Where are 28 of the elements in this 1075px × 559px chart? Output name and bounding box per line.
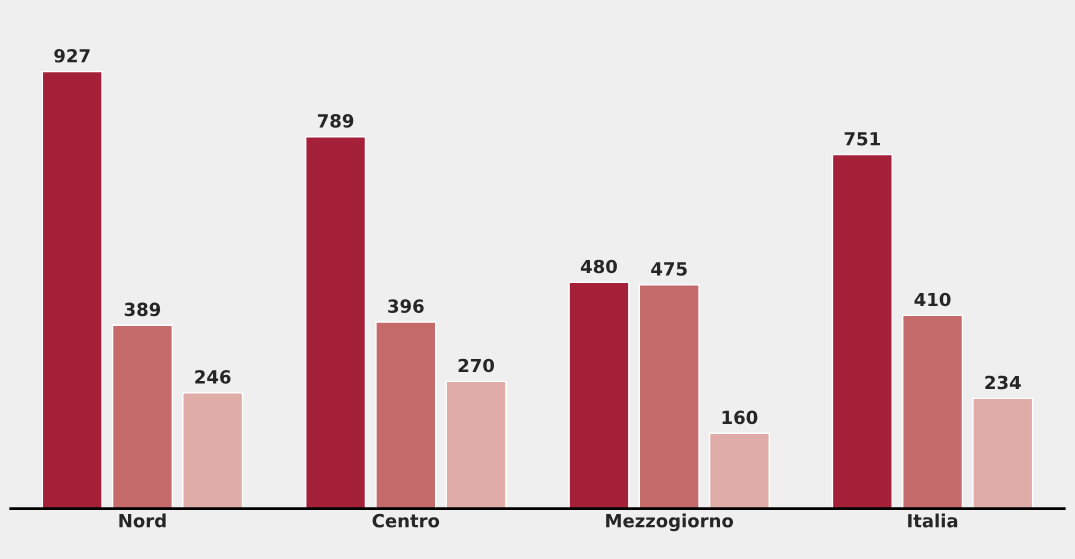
data-label: 396 bbox=[388, 299, 424, 313]
bar bbox=[445, 380, 507, 509]
data-label: 160 bbox=[722, 410, 758, 425]
data-label: 246 bbox=[195, 370, 231, 384]
data-label: 234 bbox=[985, 375, 1021, 390]
bar bbox=[972, 397, 1034, 509]
data-label: 389 bbox=[124, 302, 161, 317]
data-label: 410 bbox=[914, 292, 951, 307]
bar bbox=[41, 70, 103, 509]
data-label: 789 bbox=[317, 114, 354, 128]
bar bbox=[708, 432, 770, 509]
bar bbox=[111, 324, 173, 509]
data-label: 927 bbox=[54, 48, 90, 63]
bar bbox=[182, 392, 244, 509]
bar bbox=[568, 281, 630, 509]
data-label: 751 bbox=[844, 132, 880, 146]
x-tick-label: Mezzogiorno bbox=[606, 513, 734, 532]
data-label: 475 bbox=[651, 262, 687, 276]
x-tick-label: Nord bbox=[119, 513, 166, 528]
data-label: 270 bbox=[458, 358, 495, 373]
x-tick-label: Italia bbox=[908, 513, 958, 528]
x-tick-label: Centro bbox=[372, 513, 440, 528]
bar bbox=[902, 314, 964, 509]
bar bbox=[305, 136, 367, 509]
data-label: 480 bbox=[580, 259, 617, 274]
bar bbox=[831, 153, 893, 509]
bar bbox=[638, 284, 700, 509]
bar bbox=[375, 321, 437, 509]
